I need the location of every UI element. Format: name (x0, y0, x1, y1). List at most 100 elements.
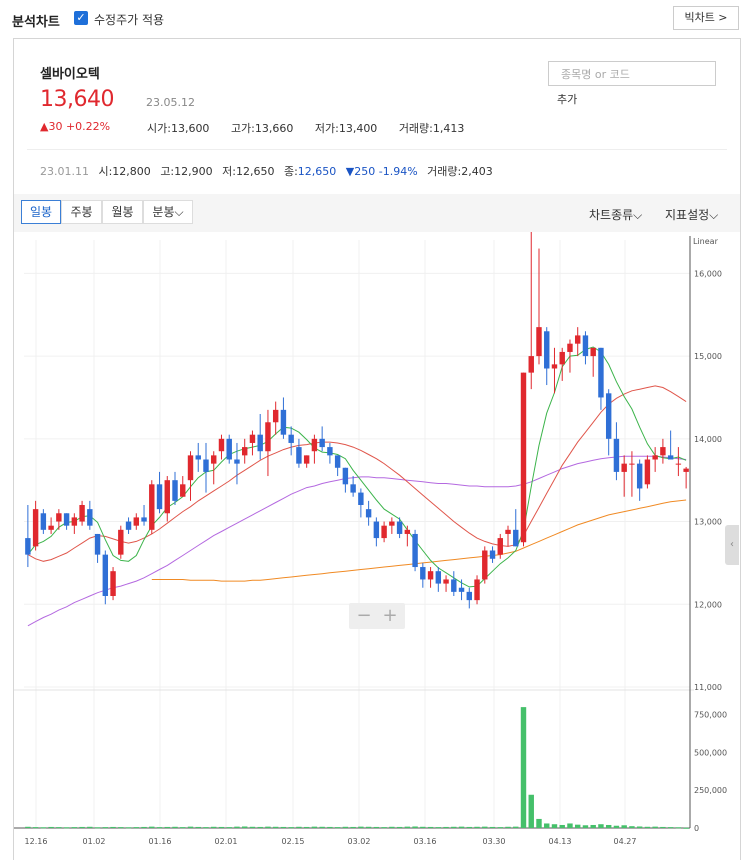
x-tick-label: 01.02 (83, 837, 106, 846)
candle-body (311, 438, 318, 452)
volume-bar (249, 826, 256, 828)
volume-bar (497, 827, 503, 829)
big-chart-button[interactable]: 빅차트 > (673, 6, 739, 30)
low-price: 저가:13,400 (314, 122, 378, 135)
volume-bar (141, 826, 147, 828)
side-panel-toggle[interactable]: ‹ (725, 525, 739, 565)
candle-body (590, 347, 596, 357)
volume-tick-label: 250,000 (694, 786, 727, 795)
candle-body (280, 409, 287, 435)
scale-mode-label: Linear (693, 237, 719, 246)
volume-bar (272, 826, 279, 828)
hover-volume: 거래량:2,403 (427, 165, 493, 178)
candle-body (327, 447, 333, 456)
x-tick-label: 03.02 (348, 837, 371, 846)
volume-bar (241, 826, 248, 828)
x-tick-label: 12.16 (25, 837, 48, 846)
volume-bar (528, 794, 534, 828)
chart-panel: 셀바이오텍 13,640 23.05.12 ▲30 +0.22% 시가:13,6… (13, 38, 741, 860)
volume-bar (48, 826, 54, 828)
candle-body (118, 529, 124, 555)
zoom-out-icon[interactable]: − (356, 605, 371, 626)
tab-daily[interactable]: 일봉 (21, 200, 61, 224)
candle-body (598, 347, 604, 398)
chart-type-button[interactable]: 차트종류⌵ (589, 208, 643, 222)
add-button[interactable]: 추가 (557, 93, 578, 106)
volume-bar (87, 826, 93, 828)
candle-body (334, 455, 341, 468)
tab-monthly[interactable]: 월봉 (102, 200, 143, 224)
volume-bar (381, 827, 387, 829)
hover-date: 23.01.11 (40, 165, 89, 178)
volume-bar (536, 818, 542, 828)
candle-body (544, 331, 550, 369)
candle-body (482, 550, 488, 580)
x-tick-label: 01.16 (149, 837, 172, 846)
hover-close: 12,650 (297, 165, 337, 178)
volume-bar (133, 827, 140, 829)
stock-name: 셀바이오텍 (40, 67, 100, 82)
candle-body (342, 467, 349, 485)
volume-bar (621, 825, 627, 828)
candle-body (125, 521, 132, 530)
candle-body (94, 533, 101, 555)
candle-body (249, 434, 256, 443)
volume-bar (613, 825, 620, 828)
volume-value: 거래량:1,413 (398, 122, 465, 135)
volume-bar (451, 826, 457, 828)
x-tick-label: 03.30 (483, 837, 506, 846)
volume-bar (257, 826, 263, 828)
volume-bar (319, 826, 325, 828)
candle-body (458, 587, 465, 592)
hover-low: 저:12,650 (222, 165, 275, 178)
candle-body (272, 409, 279, 423)
candle-body (79, 505, 85, 522)
candle-body (621, 463, 627, 472)
zoom-control: − + (349, 603, 405, 629)
candle-body (513, 529, 519, 547)
volume-bar (683, 827, 689, 829)
candle-body (211, 455, 217, 464)
tab-weekly[interactable]: 주봉 (61, 200, 102, 224)
candle-body (141, 517, 147, 522)
candle-body (350, 484, 356, 493)
candle-body (427, 571, 434, 580)
zoom-in-icon[interactable]: + (382, 605, 397, 626)
volume-bar (396, 826, 403, 828)
candle-body (133, 517, 140, 526)
candle-body (180, 484, 186, 497)
price-tick-label: 15,000 (694, 352, 722, 361)
volume-bar (520, 707, 527, 828)
volume-bar (505, 826, 511, 828)
adjusted-price-label[interactable]: 수정주가 적용 (94, 13, 165, 27)
candle-body (187, 455, 194, 481)
price-date: 23.05.12 (146, 96, 195, 109)
candle-body (381, 525, 387, 539)
candle-body (683, 468, 689, 472)
candle-body (412, 533, 418, 568)
tab-minute[interactable]: 분봉⌵ (143, 200, 193, 224)
volume-bar (458, 826, 465, 828)
x-tick-label: 02.01 (215, 837, 238, 846)
price-tick-label: 11,000 (694, 683, 722, 692)
volume-bar (605, 824, 612, 828)
chart-area[interactable]: Linear 16,000 15,000 14,000 13,000 12,000 11,0… (14, 232, 740, 860)
volume-bar (71, 827, 78, 829)
candle-body (451, 579, 457, 592)
price-chart-svg[interactable]: Linear 16,000 15,000 14,000 13,000 12,000 11,0… (14, 232, 740, 860)
indicator-settings-button[interactable]: 지표설정⌵ (665, 208, 719, 222)
adjusted-price-checkbox[interactable]: ✓ (74, 11, 88, 25)
price-change: ▲30 +0.22% (40, 120, 111, 133)
x-tick-label: 04.13 (549, 837, 572, 846)
candle-body (32, 509, 39, 547)
volume-bar (32, 827, 39, 829)
candle-body (257, 434, 263, 452)
volume-bar (288, 827, 294, 829)
search-input[interactable]: 종목명 or 코드 (548, 61, 716, 86)
volume-bar (118, 827, 124, 829)
candle-body (319, 438, 325, 448)
candle-body (63, 513, 70, 526)
candle-body (567, 343, 573, 352)
volume-bar (226, 827, 232, 829)
period-tab-bar: 일봉 주봉 월봉 분봉⌵ 차트종류⌵ 지표설정⌵ (14, 194, 740, 232)
